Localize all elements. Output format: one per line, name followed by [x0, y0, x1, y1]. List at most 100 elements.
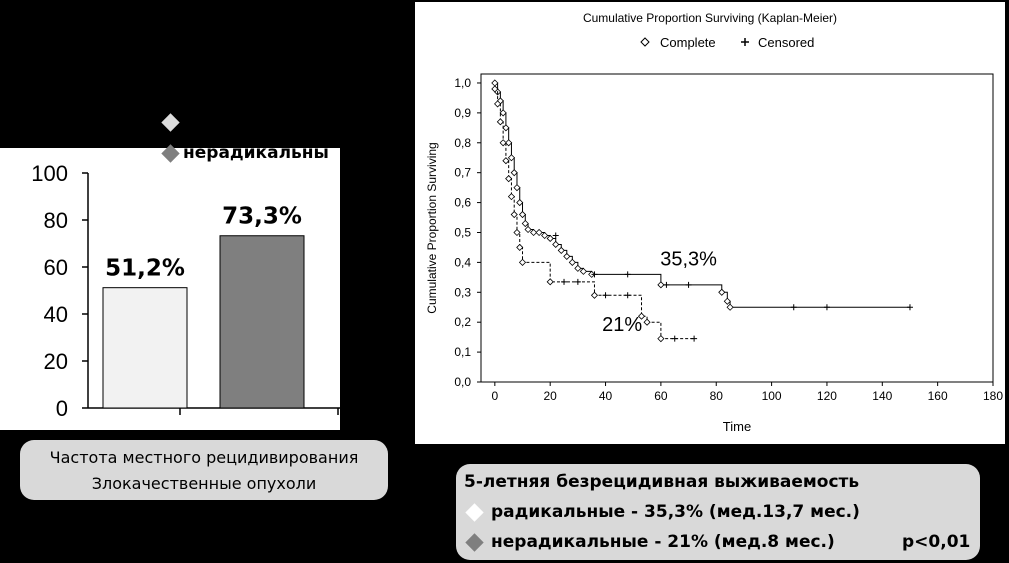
caption-line: Частота местного рецидивирования — [49, 448, 359, 467]
bar — [219, 235, 305, 409]
km-chart-panel: Cumulative Proportion Surviving (Kaplan-… — [415, 2, 1005, 444]
complete-point — [546, 278, 554, 286]
y-tick-label: 1,0 — [454, 76, 471, 90]
censored-point — [624, 292, 631, 299]
bar-chart-panel: 0 20 40 60 80 100 51,2% 73,3% — [0, 148, 340, 430]
complete-point — [505, 139, 513, 147]
complete-point — [541, 231, 549, 240]
complete-point — [507, 193, 516, 201]
censored-point — [624, 271, 631, 278]
caption-title-text: 5-летняя безрецидивная выживаемость — [464, 472, 860, 492]
complete-point — [643, 318, 651, 326]
x-tick-label: 20 — [544, 389, 558, 403]
y-tick-label: 0,7 — [454, 166, 471, 180]
caption-radical: радикальные - 35,3% (мед.13,7 мес.) — [464, 502, 860, 522]
censored-point — [602, 292, 609, 299]
x-tick-label: 120 — [817, 389, 837, 403]
y-tick-label: 0,2 — [454, 315, 471, 329]
complete-point — [516, 243, 524, 252]
y-tick-label: 0,9 — [454, 106, 471, 120]
diamond-icon — [465, 532, 484, 552]
km-chart: Cumulative Proportion Surviving (Kaplan-… — [425, 11, 1003, 434]
y-tick-label: 40 — [44, 302, 68, 327]
x-tick-label: 60 — [654, 389, 668, 403]
y-tick-label: 0,1 — [454, 345, 471, 359]
censored-plus-icon — [741, 38, 749, 46]
legend-censored-label: Censored — [758, 35, 814, 50]
complete-point — [723, 297, 731, 305]
caption-nonradical-text: нерадикальные - 21% (мед.8 мес.) — [491, 532, 835, 552]
complete-point — [499, 109, 507, 117]
complete-point — [657, 281, 665, 289]
km-step-line — [494, 82, 910, 308]
p-value: p<0,01 — [902, 532, 970, 552]
km-annotation: 35,3% — [660, 248, 717, 270]
x-tick-label: 100 — [762, 389, 782, 403]
caption-nonradical: нерадикальные - 21% (мед.8 мес.) — [464, 532, 835, 552]
censored-point — [691, 335, 698, 342]
complete-point — [510, 210, 518, 219]
complete-point — [518, 258, 527, 266]
complete-point — [535, 228, 543, 237]
complete-point — [496, 118, 504, 126]
x-tick-label: 40 — [599, 389, 613, 403]
y-tick-label: 0 — [56, 396, 68, 421]
complete-point — [513, 184, 521, 192]
series-radical — [491, 79, 913, 311]
censored-point — [663, 281, 670, 288]
series-nonradical — [491, 85, 698, 343]
legend-complete-label: Complete — [660, 35, 716, 50]
complete-point — [507, 154, 516, 162]
complete-point — [657, 335, 665, 343]
diamond-icon — [465, 502, 484, 522]
y-tick-label: 0,3 — [454, 285, 471, 299]
legend-label: нерадикальны — [183, 143, 329, 163]
complete-point — [513, 228, 521, 237]
x-tick-label: 80 — [710, 389, 724, 403]
complete-point — [530, 228, 538, 237]
complete-point — [579, 267, 587, 275]
censored-point — [790, 304, 797, 311]
complete-point — [568, 258, 576, 266]
bar-chart-legend: нерадикальны — [160, 112, 350, 170]
bar-data-label: 51,2% — [105, 256, 185, 282]
km-caption: 5-летняя безрецидивная выживаемость ради… — [456, 464, 980, 560]
km-legend: Complete Censored — [640, 35, 814, 50]
x-tick-label: 140 — [872, 389, 892, 403]
censored-point — [906, 304, 913, 311]
y-axis-label: Cumulative Proportion Surviving — [425, 142, 439, 313]
km-annotation: 21% — [602, 314, 642, 336]
x-axis-label: Time — [723, 419, 751, 434]
complete-point — [494, 100, 502, 108]
legend-item-radical — [160, 113, 183, 132]
diamond-icon — [161, 113, 180, 132]
censored-point — [823, 304, 830, 311]
censored-point — [685, 281, 692, 288]
y-tick-label: 80 — [44, 208, 68, 233]
bar — [102, 287, 188, 409]
caption-title: 5-летняя безрецидивная выживаемость — [464, 472, 859, 492]
y-tick-label: 20 — [44, 349, 68, 374]
y-tick-label: 0,4 — [454, 255, 471, 269]
complete-point — [637, 312, 646, 320]
y-tick-label: 100 — [31, 161, 68, 186]
y-tick-label: 0,6 — [454, 196, 471, 210]
complete-point — [557, 246, 565, 254]
complete-point — [510, 169, 518, 177]
censored-point — [561, 278, 568, 285]
km-title: Cumulative Proportion Surviving (Kaplan-… — [583, 11, 837, 25]
complete-point — [552, 240, 560, 249]
p-value-text: p<0,01 — [902, 532, 971, 552]
complete-point — [726, 303, 734, 311]
censored-point — [574, 278, 581, 285]
censored-point — [671, 335, 678, 342]
caption-line: Злокачественные опухоли — [91, 474, 317, 493]
censored-point — [591, 271, 598, 278]
complete-point — [718, 288, 726, 296]
complete-point — [574, 264, 582, 272]
complete-point — [524, 225, 532, 234]
bar-chart: 0 20 40 60 80 100 51,2% 73,3% — [31, 161, 340, 421]
censored-point — [552, 232, 559, 239]
x-tick-label: 180 — [983, 389, 1003, 403]
complete-point — [563, 252, 571, 260]
